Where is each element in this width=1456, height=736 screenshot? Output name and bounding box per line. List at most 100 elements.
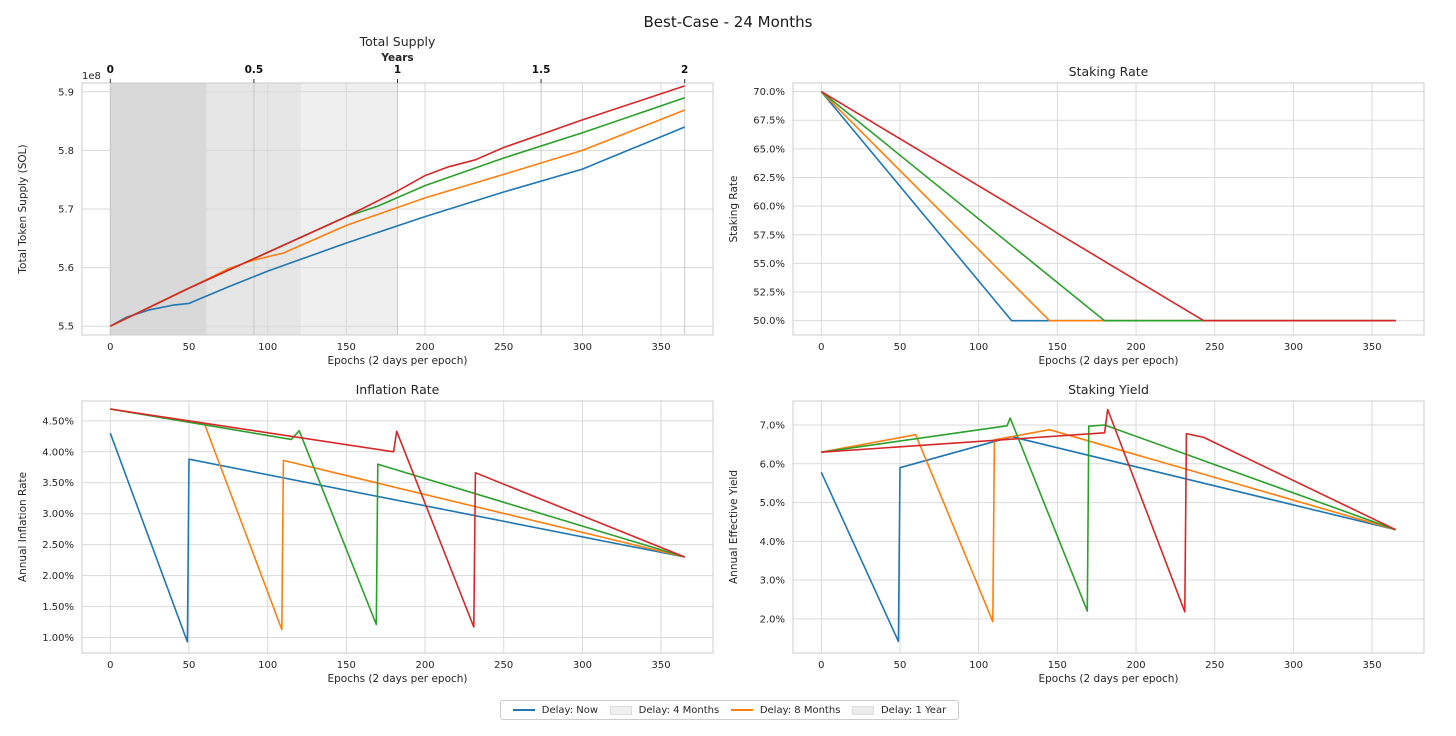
x-tick-label: 50 bbox=[894, 660, 907, 671]
top-axis-tick-label: 2 bbox=[681, 64, 688, 76]
y-tick-label: 60.0% bbox=[753, 202, 785, 213]
legend-item: Delay: 4 Months bbox=[609, 704, 720, 716]
y-axis-label: Annual Inflation Rate bbox=[17, 472, 29, 582]
x-tick-label: 200 bbox=[415, 660, 434, 671]
x-tick-label: 300 bbox=[1284, 660, 1303, 671]
x-tick-label: 0 bbox=[818, 660, 824, 671]
legend: Delay: Now Delay: 4 Months Delay: 8 Months… bbox=[500, 700, 959, 720]
y-tick-label: 4.00% bbox=[42, 447, 74, 458]
y-tick-label: 1.00% bbox=[42, 633, 74, 644]
figure-title: Best-Case - 24 Months bbox=[644, 13, 813, 31]
plot-frame bbox=[81, 400, 714, 654]
series-line-delay-1-year bbox=[821, 408, 1397, 613]
y-tick-label: 65.0% bbox=[753, 144, 785, 155]
series-line-delay-now bbox=[109, 126, 686, 327]
x-tick-label: 250 bbox=[1205, 342, 1224, 353]
top-axis-tick-label: 0.5 bbox=[245, 64, 264, 76]
y-tick-label: 7.0% bbox=[760, 421, 785, 432]
plot-area bbox=[793, 401, 1424, 653]
legend-label: Delay: 4 Months bbox=[638, 704, 720, 716]
y-tick-label: 5.5 bbox=[58, 322, 74, 333]
y-tick-label: 5.9 bbox=[58, 87, 74, 98]
y-tick-label: 3.50% bbox=[42, 478, 74, 489]
series-line-delay-4-months bbox=[821, 417, 1396, 612]
x-tick-label: 200 bbox=[1126, 660, 1145, 671]
legend-label: Delay: 1 Year bbox=[880, 704, 947, 716]
y-tick-label: 5.6 bbox=[58, 263, 74, 274]
chart-title: Staking Rate bbox=[1069, 64, 1149, 79]
legend-patch-swatch bbox=[609, 705, 632, 715]
y-tick-label: 2.00% bbox=[42, 571, 74, 582]
y-tick-label: 62.5% bbox=[753, 173, 785, 184]
x-tick-label: 150 bbox=[1048, 342, 1067, 353]
plot-frame bbox=[792, 82, 1425, 336]
y-tick-label: 50.0% bbox=[753, 316, 785, 327]
x-axis-label: Epochs (2 days per epoch) bbox=[1038, 673, 1178, 685]
x-tick-label: 0 bbox=[107, 660, 113, 671]
inflation-rate-chart: 0 50 100 150 200 250 300 350 1.00% 1.50% 2.00% 2.50… bbox=[17, 382, 714, 685]
series-line-delay-4-months bbox=[110, 408, 685, 626]
x-tick-label: 350 bbox=[652, 660, 671, 671]
x-tick-label: 150 bbox=[1048, 660, 1067, 671]
series-line-delay-now bbox=[109, 432, 685, 643]
y-tick-label: 5.0% bbox=[760, 498, 785, 509]
legend-item: Delay: 8 Months bbox=[730, 704, 841, 716]
top-axis-tick-label: 1.5 bbox=[532, 64, 551, 76]
x-tick-label: 100 bbox=[969, 660, 988, 671]
x-tick-label: 100 bbox=[258, 660, 277, 671]
y-tick-label: 3.0% bbox=[760, 576, 785, 587]
x-tick-label: 350 bbox=[1363, 660, 1382, 671]
y-tick-label: 4.0% bbox=[760, 537, 785, 548]
legend-item: Delay: 1 Year bbox=[851, 704, 947, 716]
y-axis-label: Total Token Supply (SOL) bbox=[17, 144, 29, 274]
y-tick-label: 52.5% bbox=[753, 288, 785, 299]
series-line-delay-8-months bbox=[821, 428, 1396, 623]
series-line-delay-1-year bbox=[820, 90, 1396, 322]
total-supply-chart: 0 50 100 150 200 250 300 350 5.5 5.6 5.7 5.8 5.9 Epoc… bbox=[17, 34, 714, 367]
chart-title: Staking Yield bbox=[1068, 382, 1149, 397]
top-axis-tick-label: 0 bbox=[107, 64, 114, 76]
y-tick-label: 70.0% bbox=[753, 87, 785, 98]
x-tick-label: 50 bbox=[183, 342, 196, 353]
x-tick-label: 0 bbox=[818, 342, 824, 353]
y-tick-label: 5.7 bbox=[58, 205, 74, 216]
staking-rate-chart: 0 50 100 150 200 250 300 350 50.0% 52.5% 55.0% 57.5… bbox=[728, 64, 1425, 367]
y-offset-text: 1e8 bbox=[82, 71, 101, 82]
legend-line-swatch bbox=[512, 709, 535, 711]
x-tick-label: 350 bbox=[652, 342, 671, 353]
y-tick-label: 55.0% bbox=[753, 259, 785, 270]
y-tick-label: 2.0% bbox=[760, 614, 785, 625]
chart-title: Total Supply bbox=[359, 34, 436, 49]
x-tick-label: 300 bbox=[573, 660, 592, 671]
x-tick-label: 250 bbox=[1205, 660, 1224, 671]
y-tick-label: 3.00% bbox=[42, 509, 74, 520]
y-tick-label: 2.50% bbox=[42, 540, 74, 551]
legend-label: Delay: Now bbox=[541, 704, 599, 716]
legend-label: Delay: 8 Months bbox=[759, 704, 841, 716]
x-tick-label: 200 bbox=[415, 342, 434, 353]
x-tick-label: 100 bbox=[969, 342, 988, 353]
legend-patch-swatch bbox=[851, 705, 874, 715]
y-tick-label: 57.5% bbox=[753, 230, 785, 241]
x-tick-label: 100 bbox=[258, 342, 277, 353]
x-tick-label: 350 bbox=[1363, 342, 1382, 353]
x-tick-label: 0 bbox=[107, 342, 113, 353]
chart-title: Inflation Rate bbox=[356, 382, 440, 397]
x-axis-label: Epochs (2 days per epoch) bbox=[327, 673, 467, 685]
plot-area bbox=[793, 83, 1424, 335]
y-tick-label: 6.0% bbox=[760, 459, 785, 470]
series-line-delay-now bbox=[820, 435, 1396, 643]
x-tick-label: 300 bbox=[573, 342, 592, 353]
legend-item: Delay: Now bbox=[512, 704, 599, 716]
y-axis-label: Annual Effective Yield bbox=[728, 470, 740, 584]
x-axis-label: Epochs (2 days per epoch) bbox=[1038, 355, 1178, 367]
x-tick-label: 250 bbox=[494, 342, 513, 353]
x-tick-label: 250 bbox=[494, 660, 513, 671]
y-tick-label: 4.50% bbox=[42, 416, 74, 427]
x-axis-label: Epochs (2 days per epoch) bbox=[327, 355, 467, 367]
top-axis-tick-label: 1 bbox=[394, 64, 401, 76]
x-tick-label: 200 bbox=[1126, 342, 1145, 353]
plot-area bbox=[82, 401, 713, 653]
series-line-delay-1-year bbox=[110, 408, 685, 628]
y-tick-label: 1.50% bbox=[42, 602, 74, 613]
